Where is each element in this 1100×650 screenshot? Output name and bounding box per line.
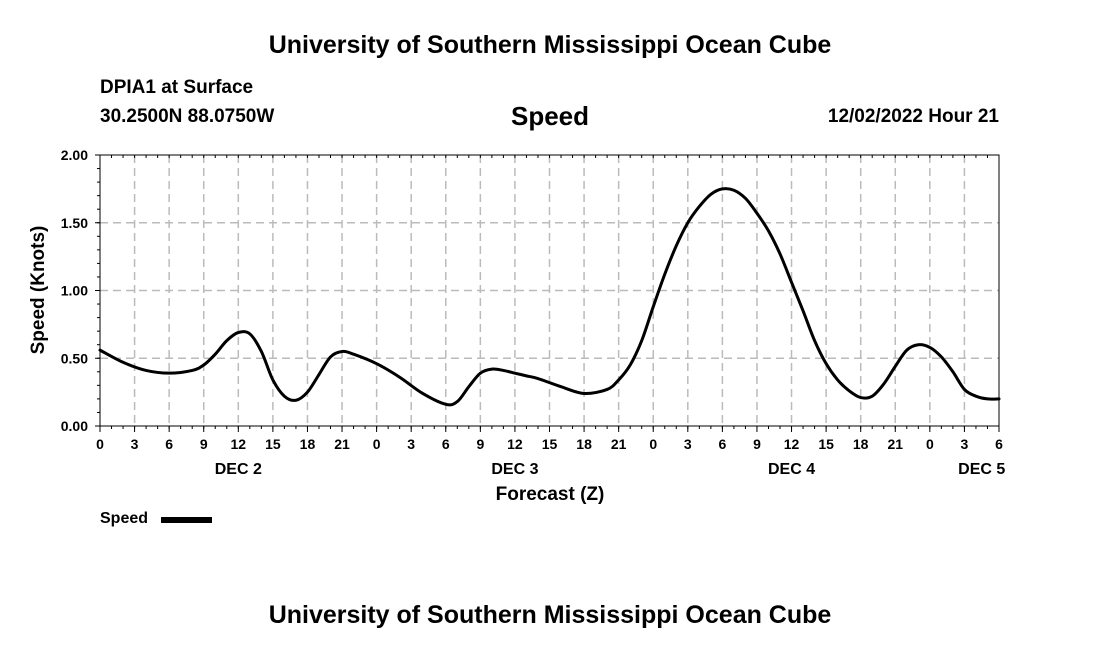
date-label: DEC 5 <box>958 461 1005 478</box>
coordinates-label: 30.2500N 88.0750W <box>100 106 275 127</box>
x-tick-label: 9 <box>476 436 484 452</box>
x-tick-label: 0 <box>926 436 934 452</box>
x-tick-labels: 0 3 6 9 12 15 18 21 0 3 6 9 12 15 18 21 0 3 6 9 12 15 18 21 0 3 6 <box>96 436 1003 452</box>
y-tick-label: 2.00 <box>61 147 88 163</box>
x-tick-label: 9 <box>200 436 208 452</box>
series-line-speed <box>98 187 1001 407</box>
y-tick-labels: 0.00 0.50 1.00 1.50 2.00 <box>61 147 88 434</box>
x-tick-label: 18 <box>300 436 316 452</box>
grid-lines <box>100 155 999 426</box>
y-tick-label: 1.50 <box>61 215 88 231</box>
x-tick-label: 0 <box>373 436 381 452</box>
chart-title: Speed <box>510 101 590 131</box>
x-axis-label: Forecast (Z) <box>496 484 605 505</box>
x-tick-label: 15 <box>542 436 558 452</box>
footer-title: University of Southern Mississippi Ocean… <box>268 601 832 629</box>
x-tick-label: 18 <box>576 436 592 452</box>
date-label: DEC 3 <box>491 461 538 478</box>
x-tick-label: 15 <box>265 436 281 452</box>
x-tick-label: 0 <box>649 436 657 452</box>
x-tick-label: 0 <box>96 436 104 452</box>
axis-ticks <box>95 154 1000 432</box>
x-tick-label: 3 <box>684 436 692 452</box>
legend-label: Speed <box>100 510 149 527</box>
date-labels: DEC 2 DEC 3 DEC 4 DEC 5 <box>215 461 1006 478</box>
y-tick-label: 1.00 <box>61 283 88 299</box>
x-tick-label: 12 <box>231 436 247 452</box>
date-label: DEC 4 <box>768 461 815 478</box>
x-tick-label: 21 <box>611 436 627 452</box>
x-tick-label: 21 <box>887 436 903 452</box>
x-tick-label: 3 <box>131 436 139 452</box>
x-tick-label: 6 <box>165 436 173 452</box>
station-label: DPIA1 at Surface <box>100 77 254 98</box>
x-tick-label: 6 <box>995 436 1003 452</box>
x-tick-label: 6 <box>442 436 450 452</box>
x-tick-label: 21 <box>334 436 350 452</box>
x-tick-label: 3 <box>407 436 415 452</box>
x-tick-label: 6 <box>718 436 726 452</box>
x-tick-label: 3 <box>961 436 969 452</box>
page-title: University of Southern Mississippi Ocean… <box>268 31 832 59</box>
x-tick-label: 12 <box>784 436 800 452</box>
date-label: DEC 2 <box>215 461 262 478</box>
x-tick-label: 9 <box>753 436 761 452</box>
x-tick-label: 12 <box>507 436 523 452</box>
y-tick-label: 0.00 <box>61 418 88 434</box>
x-tick-label: 15 <box>818 436 834 452</box>
legend-swatch <box>161 517 212 523</box>
y-axis-label: Speed (Knots) <box>28 226 49 355</box>
y-tick-label: 0.50 <box>61 350 88 366</box>
x-tick-label: 18 <box>853 436 869 452</box>
forecast-datetime: 12/02/2022 Hour 21 <box>827 106 999 127</box>
